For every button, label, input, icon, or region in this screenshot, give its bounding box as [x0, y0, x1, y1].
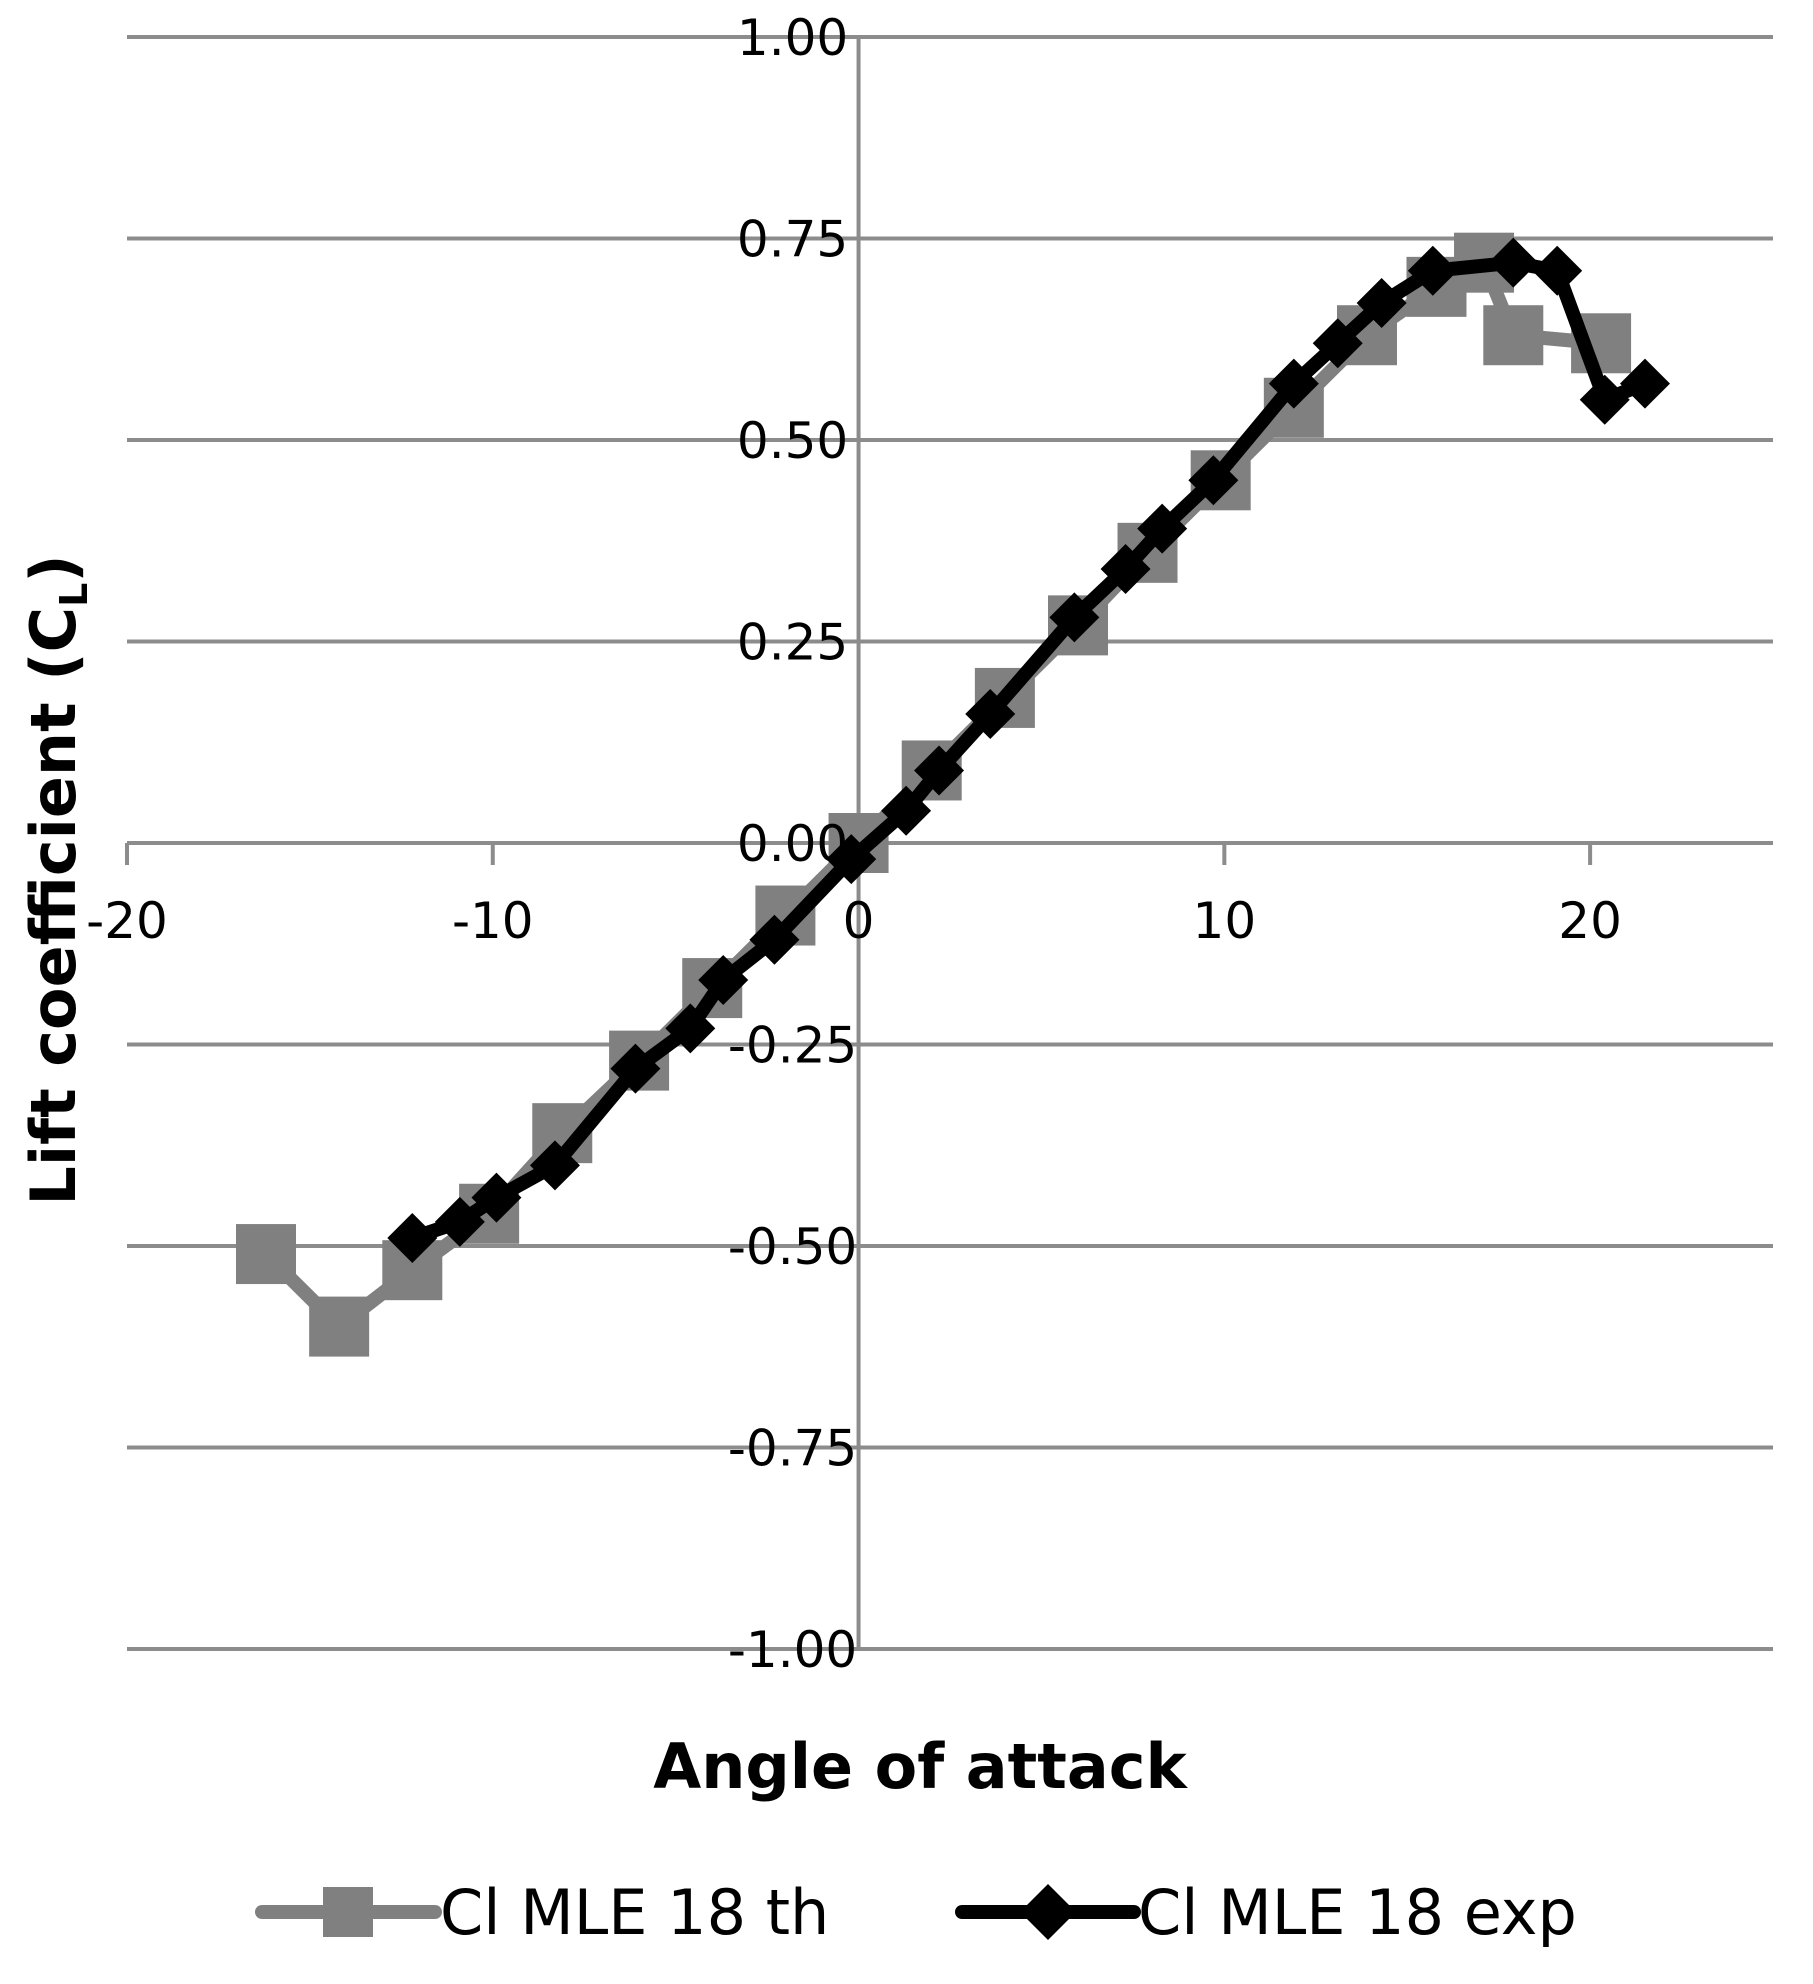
- series-1-point-7: [749, 914, 800, 965]
- x-tick-label-3: 10: [1193, 892, 1257, 950]
- y-axis-title-close: ): [17, 554, 90, 582]
- y-tick-label-6: 0.50: [737, 412, 848, 470]
- series-1-point-14: [1137, 503, 1188, 554]
- legend-label-th: Cl MLE 18 th: [440, 1876, 829, 1949]
- series-0-point-18: [1483, 305, 1544, 366]
- series-1-point-23: [1619, 358, 1670, 409]
- y-tick-label-8: 1.00: [737, 9, 848, 67]
- series-1-point-20: [1488, 237, 1539, 288]
- series-1-point-21: [1532, 245, 1583, 296]
- series-1-point-16: [1268, 358, 1319, 409]
- y-axis-title: Lift coefficient (CL): [17, 554, 96, 1205]
- series-1-point-10: [914, 745, 965, 796]
- legend-entry-th: Cl MLE 18 th: [255, 1876, 829, 1949]
- series-1-point-6: [698, 955, 749, 1006]
- series-0-point-0: [235, 1224, 296, 1285]
- y-tick-label-4: 0.00: [737, 815, 848, 873]
- y-tick-label-5: 0.25: [737, 614, 848, 672]
- series-1-point-17: [1312, 318, 1363, 369]
- y-tick-label-7: 0.75: [737, 211, 848, 269]
- legend-marker-exp: [1020, 1884, 1076, 1940]
- series-1-point-8: [826, 834, 877, 885]
- x-tick-label-1: -10: [452, 892, 534, 950]
- legend-entry-exp: Cl MLE 18 exp: [955, 1876, 1577, 1949]
- series-1-point-19: [1407, 245, 1458, 296]
- legend: Cl MLE 18 th Cl MLE 18 exp: [255, 1876, 1577, 1949]
- series-1-point-3: [529, 1140, 580, 1191]
- series-1-point-4: [610, 1043, 661, 1094]
- series-1-point-9: [881, 785, 932, 836]
- x-axis-title: Angle of attack: [653, 1730, 1188, 1803]
- data-series: [235, 232, 1670, 1357]
- series-1-point-1: [434, 1196, 485, 1247]
- series-1-point-5: [665, 1003, 716, 1054]
- y-tick-label-2: -0.50: [728, 1218, 857, 1276]
- series-1-point-12: [1049, 592, 1100, 643]
- tick-labels: -1.00 -0.75 -0.50 -0.25 0.00 0.25 0.50 0.75 1.00…: [86, 9, 1622, 1679]
- x-tick-label-4: 20: [1558, 892, 1622, 950]
- y-tick-label-0: -1.00: [728, 1621, 857, 1679]
- series-1-point-0: [387, 1212, 438, 1263]
- series-0-point-1: [309, 1296, 370, 1357]
- x-tick-label-0: -20: [86, 892, 168, 950]
- y-axis-title-subscript: L: [52, 583, 96, 607]
- series-0: [235, 232, 1632, 1357]
- x-tick-label-2: 0: [843, 892, 875, 950]
- series-1-point-18: [1356, 277, 1407, 328]
- legend-marker-th: [323, 1887, 373, 1937]
- series-1-point-13: [1100, 543, 1151, 594]
- series-1-point-11: [965, 689, 1016, 740]
- gridlines: [127, 35, 1773, 1651]
- series-1-point-22: [1579, 374, 1630, 425]
- series-1: [387, 237, 1670, 1263]
- series-1-point-15: [1188, 455, 1239, 506]
- legend-label-exp: Cl MLE 18 exp: [1138, 1876, 1577, 1949]
- series-1-point-2: [471, 1172, 522, 1223]
- y-tick-label-3: -0.25: [728, 1017, 857, 1075]
- y-axis-title-main: Lift coefficient (C: [17, 607, 90, 1206]
- y-tick-label-1: -0.75: [728, 1420, 857, 1478]
